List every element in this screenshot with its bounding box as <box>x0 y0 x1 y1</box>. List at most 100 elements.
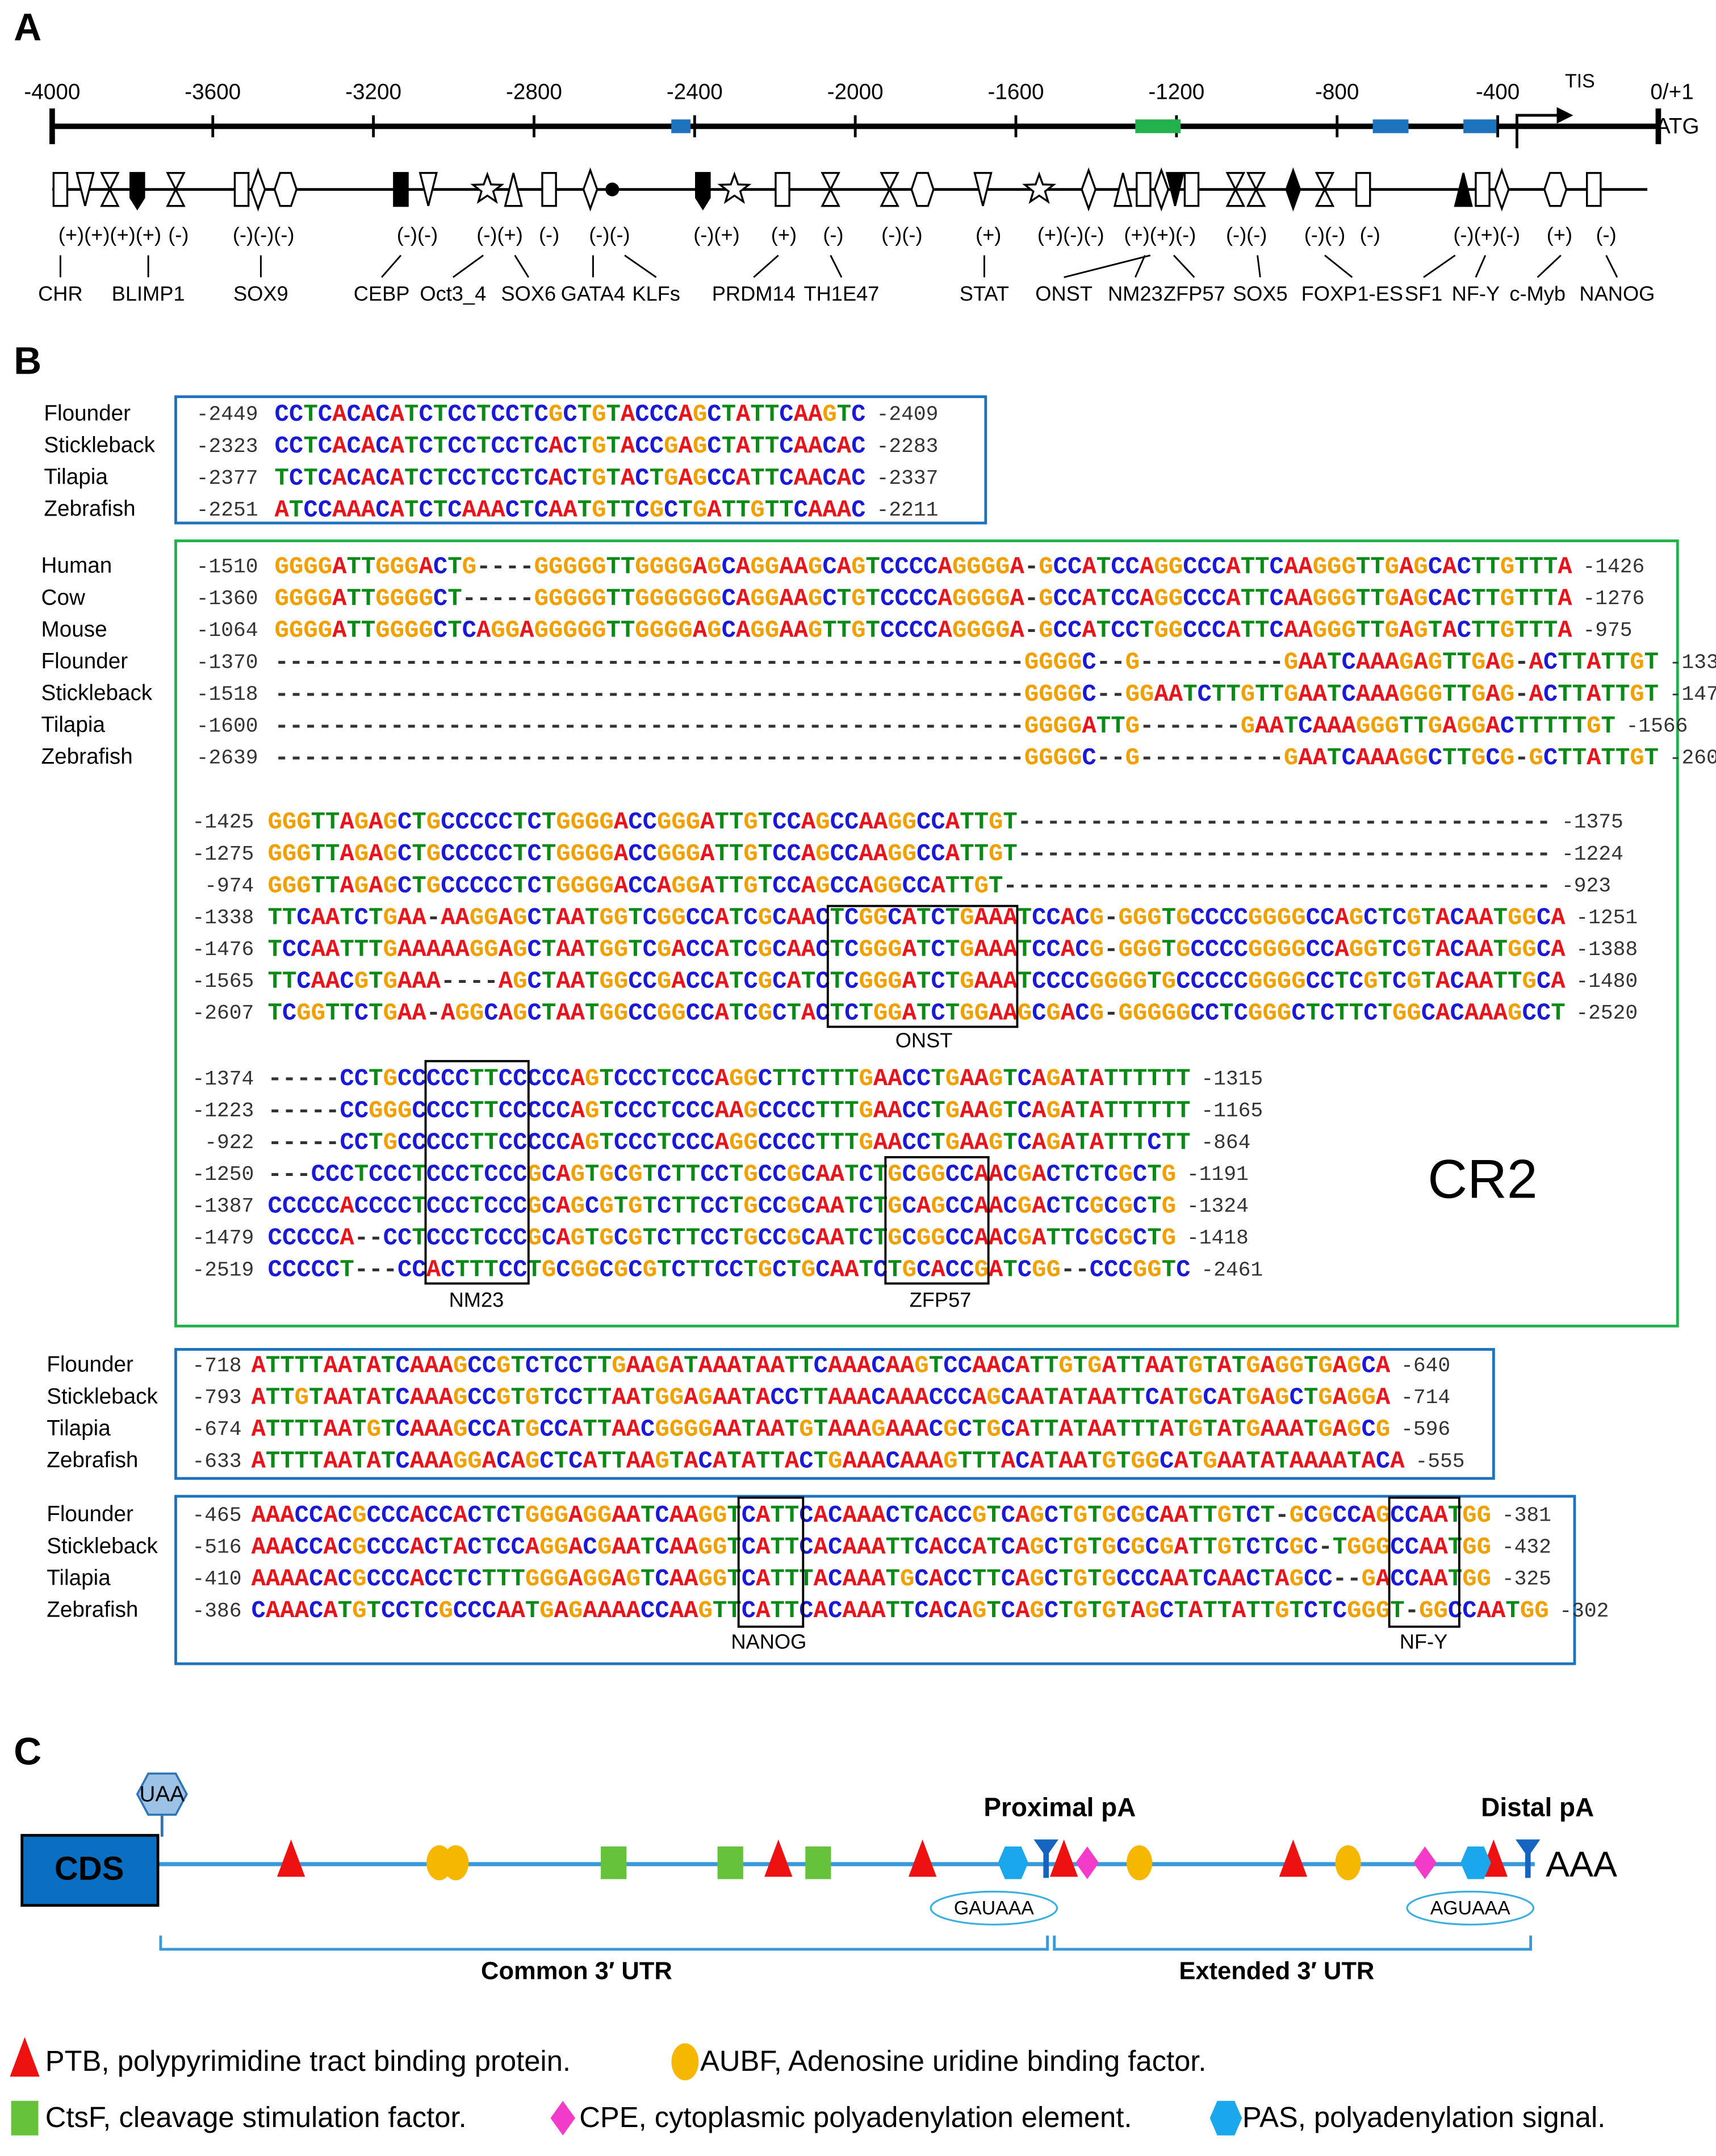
nucleotide: T <box>1615 744 1630 772</box>
nucleotide: C <box>943 1534 957 1561</box>
nucleotide: A <box>1160 1502 1174 1529</box>
nucleotide: A <box>1376 1565 1391 1593</box>
nucleotide: C <box>958 1416 972 1443</box>
nucleotide: C <box>309 1565 323 1593</box>
nucleotide: T <box>585 936 599 964</box>
nucleotide: C <box>643 1065 657 1092</box>
nucleotide: T <box>267 936 282 964</box>
nucleotide: C <box>758 1097 772 1124</box>
nucleotide: G <box>1356 713 1370 740</box>
nucleotide: G <box>470 905 484 932</box>
nucleotide: A <box>556 968 571 995</box>
nucleotide: C <box>499 872 513 899</box>
nucleotide: T <box>974 840 989 868</box>
nucleotide: C <box>859 1193 873 1220</box>
nucleotide: - <box>1508 840 1522 868</box>
nucleotide: A <box>713 1353 727 1380</box>
nucleotide: C <box>455 872 470 899</box>
ptb-site <box>764 1839 793 1877</box>
nucleotide: C <box>1212 585 1226 613</box>
nucleotide: C <box>1116 1565 1131 1593</box>
nucleotide: G <box>1102 1565 1116 1593</box>
nucleotide: T <box>972 1416 986 1443</box>
nucleotide: G <box>1462 1502 1476 1529</box>
nucleotide: G <box>1053 713 1068 740</box>
nucleotide: A <box>571 936 585 964</box>
nucleotide: G <box>1147 1257 1161 1284</box>
nucleotide: G <box>383 1065 397 1092</box>
nucleotide: C <box>945 1193 960 1220</box>
nucleotide: G <box>1047 1065 1061 1092</box>
species-label: Stickleback <box>41 681 153 705</box>
nucleotide: T <box>771 1597 785 1625</box>
nucleotide: G <box>1376 1534 1390 1561</box>
nucleotide: A <box>871 1448 886 1475</box>
nucleotide: A <box>390 497 405 524</box>
nucleotide: C <box>1212 554 1226 581</box>
nucleotide: G <box>664 617 678 644</box>
nucleotide: G <box>643 1257 657 1284</box>
nucleotide: - <box>722 744 736 772</box>
nucleotide: T <box>771 1534 785 1561</box>
nucleotide: C <box>1001 1534 1015 1561</box>
nucleotide: A <box>1551 905 1566 932</box>
nucleotide: - <box>1198 744 1212 772</box>
nucleotide: G <box>989 809 1003 836</box>
nucleotide: G <box>758 936 772 964</box>
nucleotide: G <box>989 1097 1003 1124</box>
nucleotide: C <box>513 1065 527 1092</box>
nucleotide: C <box>367 1565 381 1593</box>
nucleotide: G <box>383 905 397 932</box>
nucleotide: A <box>842 1448 857 1475</box>
nucleotide: T <box>1003 1257 1017 1284</box>
nucleotide: A <box>476 617 491 644</box>
binding-site <box>1225 171 1246 207</box>
connector <box>1064 254 1151 278</box>
binding-site <box>717 171 752 204</box>
nucleotide: - <box>1147 872 1161 899</box>
nucleotide: T <box>743 1257 757 1284</box>
start-position: -1518 <box>196 683 258 706</box>
sequence: GGGTTAGAGCTGCCCCCTCTGGGGACCGGGATTGTCCAGC… <box>267 840 1551 868</box>
nucleotide: - <box>577 744 592 772</box>
nucleotide: G <box>1248 968 1262 995</box>
nucleotide: - <box>1537 840 1551 868</box>
nucleotide: T <box>715 872 729 899</box>
nucleotide: G <box>354 968 369 995</box>
nucleotide: A <box>424 1353 439 1380</box>
nucleotide: G <box>945 1129 960 1157</box>
nucleotide: C <box>354 1065 369 1092</box>
nucleotide: T <box>280 1384 294 1412</box>
nucleotide: T <box>1333 1534 1347 1561</box>
nucleotide: G <box>684 1416 698 1443</box>
nucleotide: A <box>1587 681 1601 708</box>
nucleotide: T <box>1075 1097 1089 1124</box>
nucleotide: C <box>1405 1534 1419 1561</box>
nucleotide: T <box>1217 1597 1232 1625</box>
nucleotide: T <box>1087 1502 1102 1529</box>
nucleotide: G <box>657 905 671 932</box>
nucleotide: C <box>499 1193 513 1220</box>
nucleotide: C <box>1018 1065 1032 1092</box>
nucleotide: - <box>880 713 894 740</box>
nucleotide: A <box>412 1000 426 1027</box>
nucleotide: T <box>986 1448 1001 1475</box>
nucleotide: C <box>686 1000 700 1027</box>
nucleotide: - <box>1435 840 1450 868</box>
nucleotide: C <box>505 433 520 460</box>
stop-codon <box>136 1772 188 1816</box>
nucleotide: T <box>520 433 534 460</box>
tick-label: -2000 <box>827 80 884 104</box>
nucleotide: T <box>354 936 369 964</box>
nucleotide: - <box>1435 809 1450 836</box>
end-position: -1251 <box>1576 906 1638 930</box>
end-position: -923 <box>1562 874 1611 898</box>
nucleotide: T <box>1232 1384 1246 1412</box>
nucleotide: A <box>571 968 585 995</box>
nucleotide: A <box>1061 1097 1075 1124</box>
nucleotide: A <box>361 433 376 460</box>
nucleotide: - <box>318 681 332 708</box>
nucleotide: C <box>338 1565 352 1593</box>
nucleotide: G <box>1407 905 1421 932</box>
nucleotide: - <box>332 713 346 740</box>
